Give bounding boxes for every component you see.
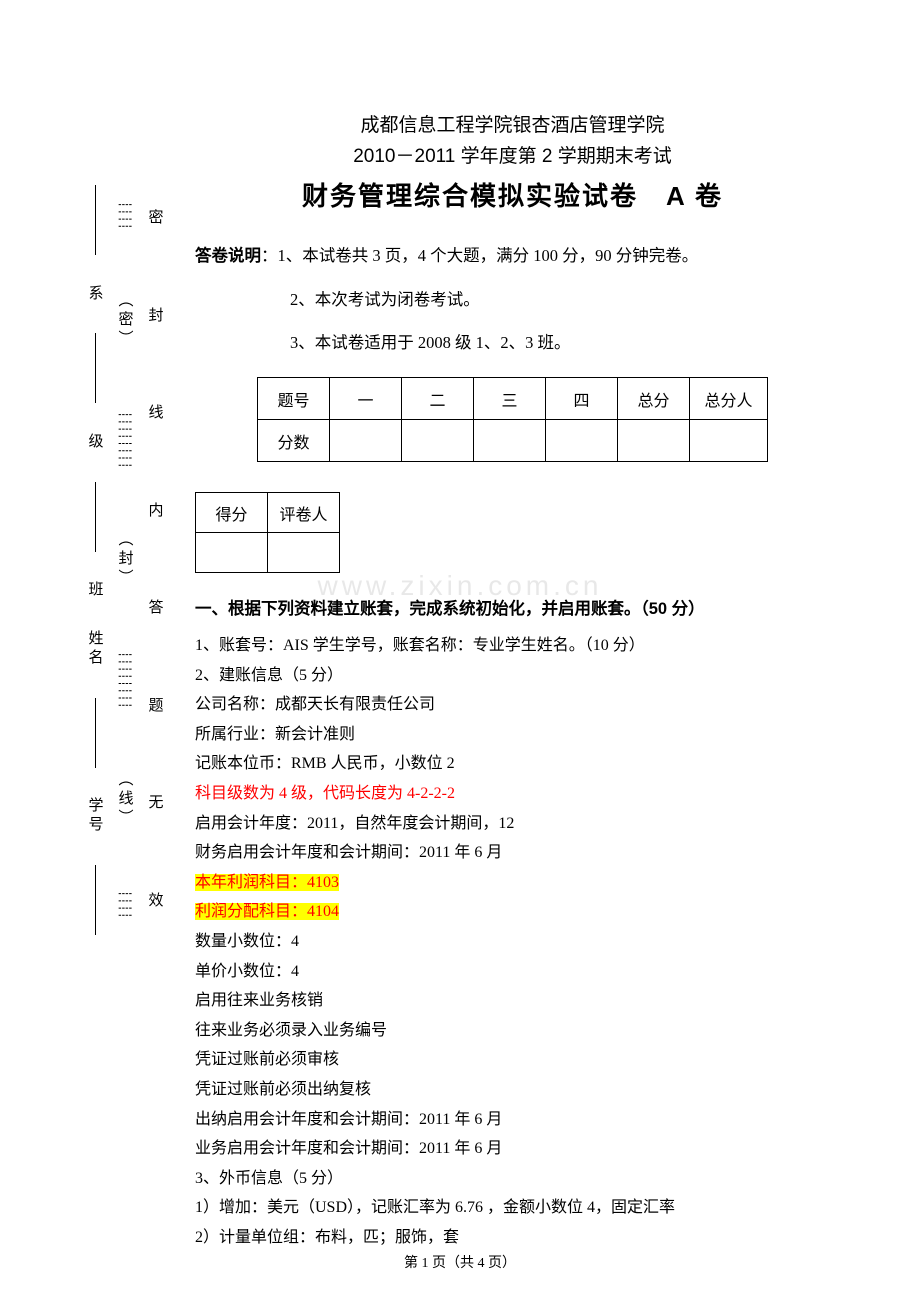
score-header: 一 <box>330 378 402 420</box>
score-cell <box>402 420 474 462</box>
body-line-highlight: 利润分配科目：4104 <box>195 897 830 927</box>
instructions: 答卷说明：1、本试卷共 3 页，4 个大题，满分 100 分，90 分钟完卷。 … <box>195 239 830 359</box>
grader-table: 得分 评卷人 <box>195 492 340 573</box>
body-line: 启用往来业务核销 <box>195 986 830 1016</box>
table-row: 得分 评卷人 <box>196 493 340 533</box>
body-line: 往来业务必须录入业务编号 <box>195 1016 830 1046</box>
exam-title: 财务管理综合模拟实验试卷 A 卷 <box>195 176 830 213</box>
body-line-red: 科目级数为 4 级，代码长度为 4-2-2-2 <box>195 779 830 809</box>
body-line: 出纳启用会计年度和会计期间：2011 年 6 月 <box>195 1105 830 1135</box>
grader-cell <box>268 533 340 573</box>
score-header: 题号 <box>258 378 330 420</box>
body-line: 凭证过账前必须出纳复核 <box>195 1075 830 1105</box>
body-line: 1、账套号：AIS 学生学号，账套名称：专业学生姓名。（10 分） <box>195 631 830 661</box>
body-line-highlight: 本年利润科目：4103 <box>195 868 830 898</box>
score-cell <box>546 420 618 462</box>
body-line: 业务启用会计年度和会计期间：2011 年 6 月 <box>195 1134 830 1164</box>
score-header: 三 <box>474 378 546 420</box>
body-line: 财务启用会计年度和会计期间：2011 年 6 月 <box>195 838 830 868</box>
instructions-label: 答卷说明 <box>195 247 261 265</box>
highlight-text: 利润分配科目：4104 <box>195 903 339 920</box>
grader-header: 评卷人 <box>268 493 340 533</box>
body-line: 记账本位币：RMB 人民币，小数位 2 <box>195 749 830 779</box>
school-name: 成都信息工程学院银杏酒店管理学院 <box>195 110 830 137</box>
table-row <box>196 533 340 573</box>
body-line: 所属行业：新会计准则 <box>195 720 830 750</box>
instruction-3: 3、本试卷适用于 2008 级 1、2、3 班。 <box>195 326 830 359</box>
score-header: 四 <box>546 378 618 420</box>
highlight-text: 本年利润科目：4103 <box>195 874 339 891</box>
score-cell <box>690 420 768 462</box>
body-line: 公司名称：成都天长有限责任公司 <box>195 690 830 720</box>
body-line: 2、建账信息（5 分） <box>195 661 830 691</box>
score-cell <box>330 420 402 462</box>
table-row: 分数 <box>258 420 768 462</box>
score-header: 总分人 <box>690 378 768 420</box>
score-cell <box>618 420 690 462</box>
grader-header: 得分 <box>196 493 268 533</box>
grader-cell <box>196 533 268 573</box>
score-row-label: 分数 <box>258 420 330 462</box>
body-line: 1）增加：美元（USD），记账汇率为 6.76 ，金额小数位 4，固定汇率 <box>195 1193 830 1223</box>
page-content: 成都信息工程学院银杏酒店管理学院 2010－2011 学年度第 2 学期期末考试… <box>0 0 920 1292</box>
instruction-2: 2、本次考试为闭卷考试。 <box>195 283 830 316</box>
table-row: 题号 一 二 三 四 总分 总分人 <box>258 378 768 420</box>
section-1-title: 一、根据下列资料建立账套，完成系统初始化，并启用账套。（50 分） <box>195 595 830 619</box>
body-line: 凭证过账前必须审核 <box>195 1045 830 1075</box>
body-line: 单价小数位：4 <box>195 957 830 987</box>
score-cell <box>474 420 546 462</box>
body-line: 2）计量单位组：布料，匹；服饰，套 <box>195 1223 830 1253</box>
body-line: 数量小数位：4 <box>195 927 830 957</box>
body-line: 3、外币信息（5 分） <box>195 1164 830 1194</box>
score-header: 总分 <box>618 378 690 420</box>
body-line: 启用会计年度：2011，自然年度会计期间，12 <box>195 809 830 839</box>
score-table: 题号 一 二 三 四 总分 总分人 分数 <box>257 377 768 462</box>
semester-line: 2010－2011 学年度第 2 学期期末考试 <box>195 141 830 168</box>
instruction-1: ：1、本试卷共 3 页，4 个大题，满分 100 分，90 分钟完卷。 <box>261 246 698 265</box>
score-header: 二 <box>402 378 474 420</box>
page-footer: 第 1 页（共 4 页） <box>0 1252 920 1272</box>
